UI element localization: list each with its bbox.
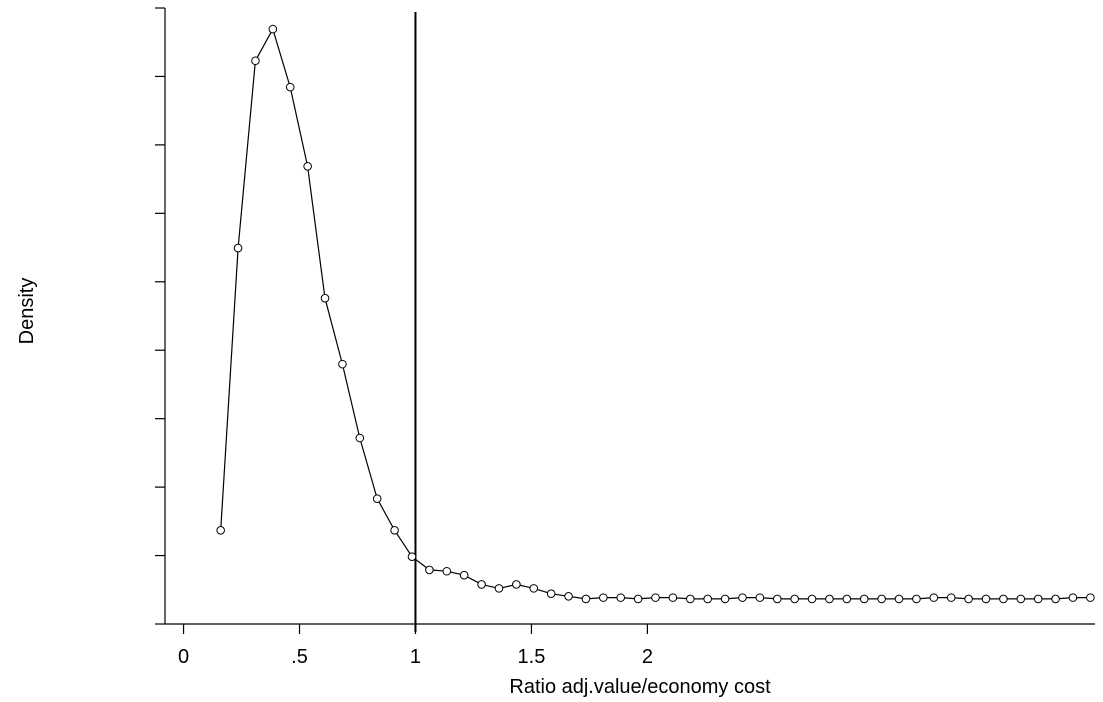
data-point — [668, 593, 678, 602]
data-point — [529, 584, 539, 593]
data-point — [581, 594, 591, 604]
data-point — [425, 565, 434, 575]
data-point — [772, 594, 782, 604]
data-point — [633, 594, 643, 604]
data-point — [894, 594, 904, 604]
data-point — [1016, 594, 1026, 604]
data-point — [251, 56, 260, 66]
data-point — [1086, 593, 1095, 602]
data-point — [964, 594, 973, 604]
data-point — [216, 526, 225, 535]
data-point — [929, 593, 939, 602]
data-point — [442, 566, 452, 576]
data-point — [407, 552, 417, 562]
data-point — [477, 580, 486, 589]
data-point — [546, 589, 556, 598]
data-point — [877, 594, 886, 604]
data-point — [1068, 593, 1078, 602]
data-point — [599, 593, 608, 602]
data-point — [807, 594, 817, 604]
x-tick-label: 2 — [642, 646, 653, 668]
data-point — [720, 594, 730, 604]
data-point — [303, 161, 312, 171]
data-point — [233, 243, 243, 253]
data-point — [320, 293, 330, 303]
x-axis-title: Ratio adj.value/economy cost — [509, 676, 771, 698]
axes: 0 .5 1 1.5 2 — [155, 7, 1095, 668]
x-tick-label: .5 — [291, 646, 308, 668]
data-point — [564, 591, 573, 601]
x-tick-label: 1 — [410, 646, 421, 668]
data-point — [703, 594, 712, 604]
x-tick-label: 1.5 — [518, 646, 546, 668]
data-point — [285, 82, 295, 92]
data-point — [912, 594, 921, 604]
data-point — [738, 593, 747, 602]
data-point — [825, 594, 834, 604]
data-point — [755, 593, 765, 602]
data-point — [616, 593, 626, 602]
data-point — [999, 594, 1008, 604]
data-point — [338, 359, 347, 369]
data-point — [268, 24, 278, 34]
data-point — [946, 593, 956, 602]
data-point — [859, 594, 869, 604]
series-line — [220, 27, 1091, 600]
data-point — [372, 494, 382, 503]
data-point — [685, 594, 695, 604]
y-axis-title: Density — [16, 278, 38, 345]
data-point — [512, 580, 521, 589]
data-point — [790, 594, 799, 604]
data-point — [981, 594, 991, 604]
plot-area — [216, 24, 1095, 604]
x-tick-label: 0 — [178, 646, 189, 668]
data-point — [651, 593, 660, 602]
data-point — [390, 526, 399, 535]
data-point — [494, 584, 504, 593]
data-point — [1051, 594, 1060, 604]
data-point — [842, 594, 852, 604]
data-point — [355, 433, 365, 443]
data-point — [459, 570, 469, 580]
data-point — [1033, 594, 1043, 604]
